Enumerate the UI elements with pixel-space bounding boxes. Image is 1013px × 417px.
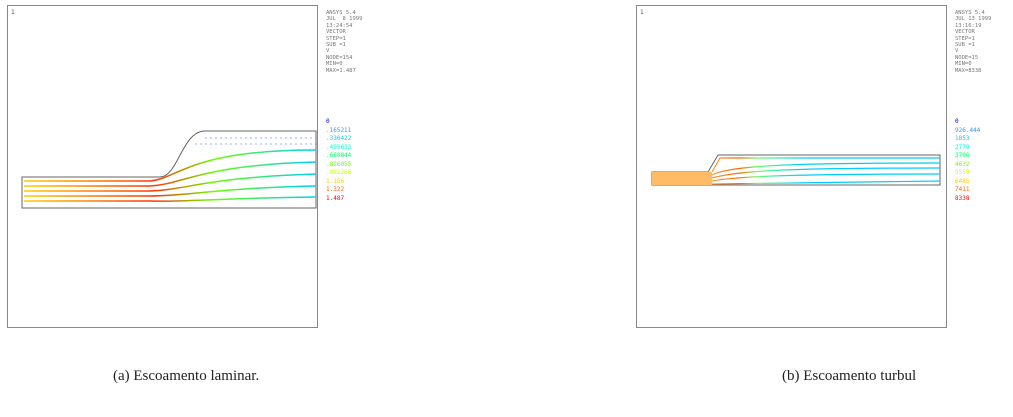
legend-value: 2779 [955, 144, 969, 153]
legend-value: 926.444 [955, 127, 980, 136]
info-line: MAX=1.487 [326, 68, 356, 74]
legend-value: .495633 [326, 144, 351, 153]
legend-value: 7411 [955, 186, 969, 195]
info-line: MAX=8338 [955, 68, 982, 74]
legend-value: .660844 [326, 152, 351, 161]
legend-value: 0 [326, 118, 330, 127]
legend-value: .826055 [326, 161, 351, 170]
legend-value: 1.156 [326, 178, 344, 187]
page: 1ANSYS 5.4JUL 8 199913:24:54VECTORSTEP=1… [0, 0, 1013, 417]
legend-value: 0 [955, 118, 959, 127]
window-number: 1 [11, 9, 15, 16]
window-number: 1 [640, 9, 644, 16]
caption: (b) Escoamento turbul [782, 368, 916, 385]
legend-value: 6485 [955, 178, 969, 187]
legend-value: .330422 [326, 135, 351, 144]
legend-value: 1853 [955, 135, 969, 144]
legend-value: .165211 [326, 127, 351, 136]
legend-value: 1.487 [326, 195, 344, 204]
legend-value: 4632 [955, 161, 969, 170]
legend-value: 5559 [955, 169, 969, 178]
caption: (a) Escoamento laminar. [113, 368, 259, 385]
legend-value: 8338 [955, 195, 969, 204]
legend-value: .991266 [326, 169, 351, 178]
legend-value: 3706 [955, 152, 969, 161]
legend-value: 1.322 [326, 186, 344, 195]
plot-frame: 1 [7, 5, 318, 328]
plot-frame: 1 [636, 5, 947, 328]
